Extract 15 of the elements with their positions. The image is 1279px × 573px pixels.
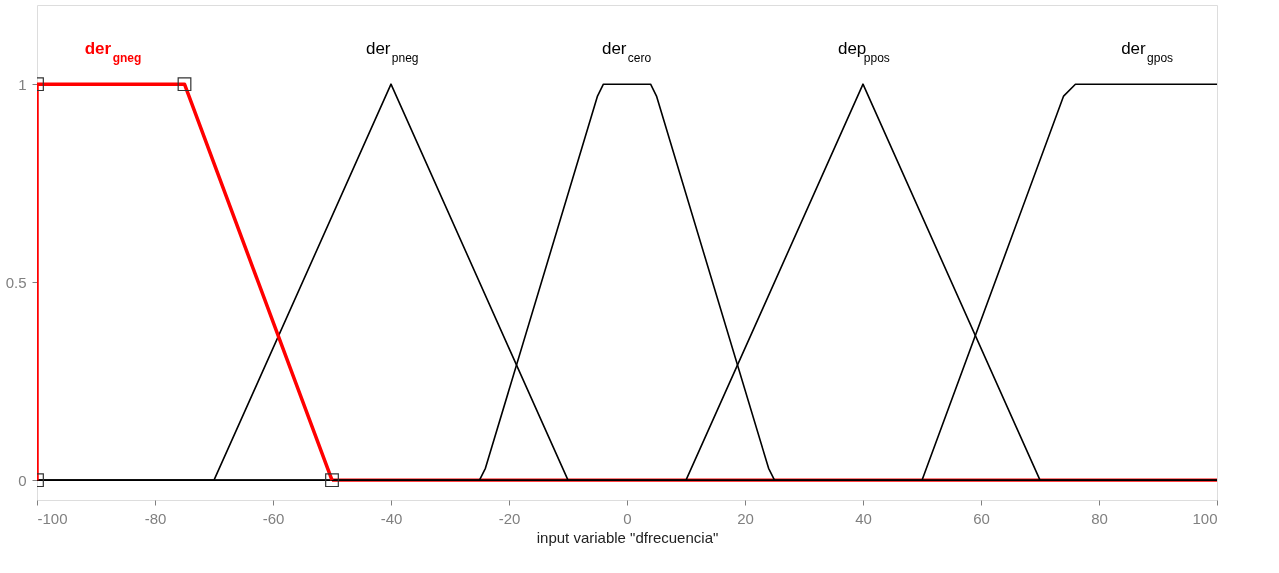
- y-tick-label: 0.5: [5, 273, 27, 291]
- x-tick-label: 80: [1091, 509, 1108, 527]
- x-tick-label: -60: [262, 509, 285, 527]
- x-tick-label: -20: [498, 509, 521, 527]
- x-tick-label: 40: [855, 509, 872, 527]
- x-tick-label: -100: [37, 509, 68, 527]
- x-tick-label: 100: [1192, 509, 1218, 527]
- y-tick-label: 1: [18, 75, 27, 93]
- x-tick-label: 20: [737, 509, 754, 527]
- y-tick-label: 0: [18, 471, 27, 489]
- x-axis-title: input variable "dfrecuencia": [536, 528, 719, 546]
- x-tick-label: -80: [144, 509, 167, 527]
- x-tick-label: 0: [623, 509, 632, 527]
- x-tick-label: 60: [973, 509, 990, 527]
- x-tick-label: -40: [380, 509, 403, 527]
